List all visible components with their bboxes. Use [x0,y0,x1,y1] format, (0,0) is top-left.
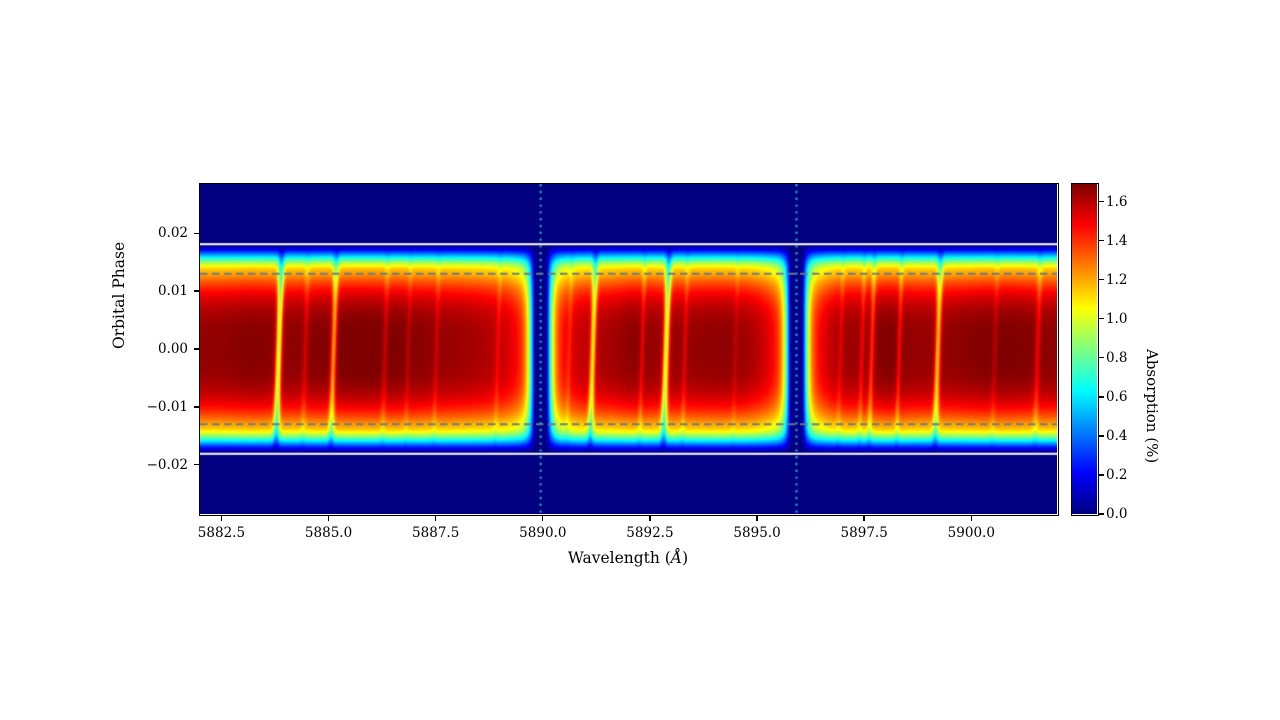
colorbar-tick [1098,435,1104,437]
x-axis-label: Wavelength (Å) [567,549,689,567]
x-tick-label: 5882.5 [197,525,246,541]
y-tick [193,406,199,408]
y-tick-label: 0.01 [157,283,188,300]
colorbar-tick [1098,239,1104,242]
x-tick [220,515,223,521]
colorbar-tick-label: 0.4 [1106,427,1128,444]
y-tick-label: 0.02 [157,225,188,242]
colorbar-tick-label: 0.6 [1106,388,1128,405]
angstrom-symbol: Å [670,549,683,567]
x-tick [756,515,758,521]
colorbar-tick-label: 1.6 [1106,193,1128,210]
colorbar-tick [1098,318,1104,320]
colorbar-tick-label: 0.2 [1106,466,1128,483]
colorbar-tick [1098,513,1104,515]
x-tick [863,515,865,521]
x-tick-label: 5900.0 [947,525,995,541]
colorbar-tick-label: 0.8 [1106,349,1128,366]
colorbar-tick [1098,474,1104,476]
x-tick [970,515,972,521]
colorbar-tick [1098,200,1104,203]
x-tick-label: 5895.0 [733,525,781,541]
colorbar-tick-label: 1.2 [1106,271,1128,288]
x-tick [434,515,437,521]
x-tick [649,515,651,521]
colorbar-tick-label: 0.0 [1106,506,1128,522]
y-tick [193,348,199,350]
colorbar-tick [1098,278,1104,281]
x-tick-label: 5890.0 [519,525,567,541]
y-tick-label: 0.00 [157,341,188,357]
y-tick-label: −0.02 [146,456,188,473]
x-tick-label: 5897.5 [840,525,888,541]
y-tick [193,232,199,234]
colorbar-tick [1098,357,1104,359]
colorbar-tick-label: 1.4 [1106,232,1128,249]
x-tick-label: 5892.5 [626,525,674,541]
y-tick-label: −0.01 [146,398,188,415]
heatmap-canvas [200,184,1057,514]
x-tick-label: 5885.0 [304,525,353,541]
colorbar-canvas [1072,184,1097,514]
x-tick-label: 5887.5 [412,525,460,541]
colorbar-tick [1098,396,1104,398]
colorbar-tick-label: 1.0 [1106,310,1128,327]
x-tick [542,515,544,521]
x-tick [327,515,330,521]
y-tick [193,290,199,292]
y-tick [193,464,199,466]
